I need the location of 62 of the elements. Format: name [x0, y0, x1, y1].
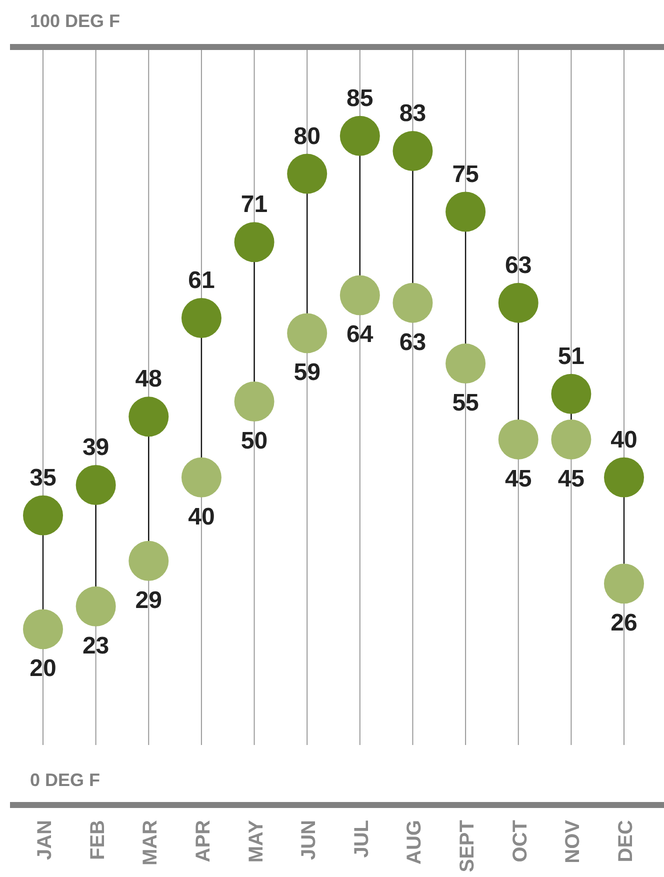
x-tick-label: JUL — [350, 820, 373, 858]
point — [234, 382, 274, 422]
data-label: 23 — [82, 632, 110, 660]
data-label: 35 — [30, 464, 56, 492]
point — [287, 154, 328, 194]
data-label: 40 — [188, 503, 215, 530]
point — [23, 495, 63, 536]
data-label: 63 — [505, 252, 532, 279]
x-tick-label: MAY — [245, 819, 268, 863]
data-label: 51 — [558, 342, 585, 370]
data-label: 20 — [30, 655, 56, 682]
data-label: 75 — [452, 160, 479, 188]
point — [392, 131, 433, 172]
data-label: 48 — [135, 366, 162, 393]
data-label: 29 — [135, 586, 162, 614]
point — [604, 457, 644, 498]
data-label: 83 — [399, 100, 426, 128]
x-tick-label: JAN — [34, 820, 56, 860]
point — [23, 609, 63, 650]
point — [181, 457, 222, 498]
x-tick-label: OCT — [509, 820, 532, 862]
data-label: 39 — [82, 434, 110, 461]
point — [340, 116, 380, 156]
x-tick-label: NOV — [562, 819, 584, 864]
data-label: 85 — [346, 84, 374, 112]
data-label: 45 — [558, 465, 585, 492]
point — [604, 564, 644, 604]
data-label: 80 — [294, 122, 320, 150]
data-label: 59 — [294, 359, 320, 386]
point — [498, 282, 538, 323]
point — [551, 419, 592, 460]
x-tick-label: MAR — [140, 819, 162, 866]
data-label: 71 — [240, 191, 268, 218]
point — [446, 192, 486, 232]
point — [128, 540, 169, 581]
point — [234, 222, 274, 262]
point — [287, 313, 328, 354]
x-tick-label: JUN — [298, 820, 320, 860]
point — [181, 298, 222, 338]
point — [128, 396, 169, 437]
x-tick-label: APR — [192, 819, 214, 862]
point — [446, 344, 486, 384]
y-tick-label: 0 DEG F — [30, 770, 100, 790]
x-tick-label: FEB — [86, 820, 109, 860]
data-label: 64 — [346, 321, 374, 348]
point — [498, 419, 538, 460]
point — [76, 464, 116, 505]
data-label: 61 — [188, 267, 215, 294]
point — [76, 586, 116, 626]
data-label: 55 — [452, 390, 479, 417]
data-label: 45 — [505, 465, 532, 492]
x-tick-label: DEC — [615, 820, 637, 862]
x-tick-label: SEPT — [456, 820, 479, 872]
point — [551, 374, 592, 414]
data-label: 50 — [240, 428, 268, 454]
data-label: 40 — [610, 426, 638, 454]
data-label: 26 — [610, 610, 638, 637]
point — [340, 275, 380, 316]
point — [392, 282, 433, 323]
data-label: 63 — [399, 328, 426, 356]
y-tick-label: 100 DEG F — [30, 10, 120, 31]
x-tick-label: AUG — [404, 820, 426, 864]
